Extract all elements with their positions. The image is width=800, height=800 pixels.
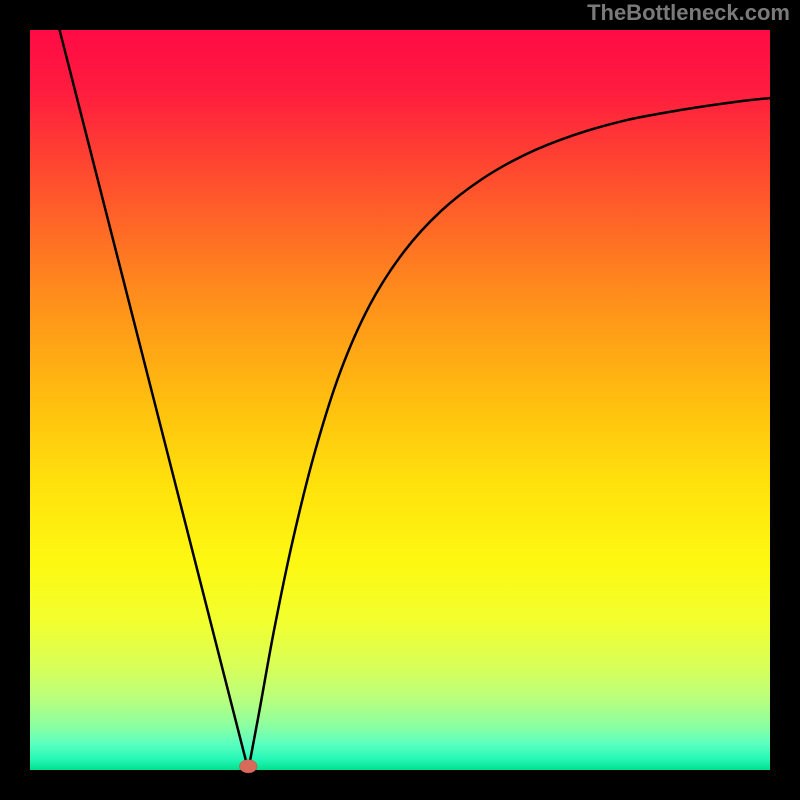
plot-area — [30, 30, 770, 770]
optimum-marker — [239, 760, 257, 773]
bottleneck-chart — [0, 0, 800, 800]
watermark-text: TheBottleneck.com — [587, 0, 790, 26]
chart-container: TheBottleneck.com — [0, 0, 800, 800]
